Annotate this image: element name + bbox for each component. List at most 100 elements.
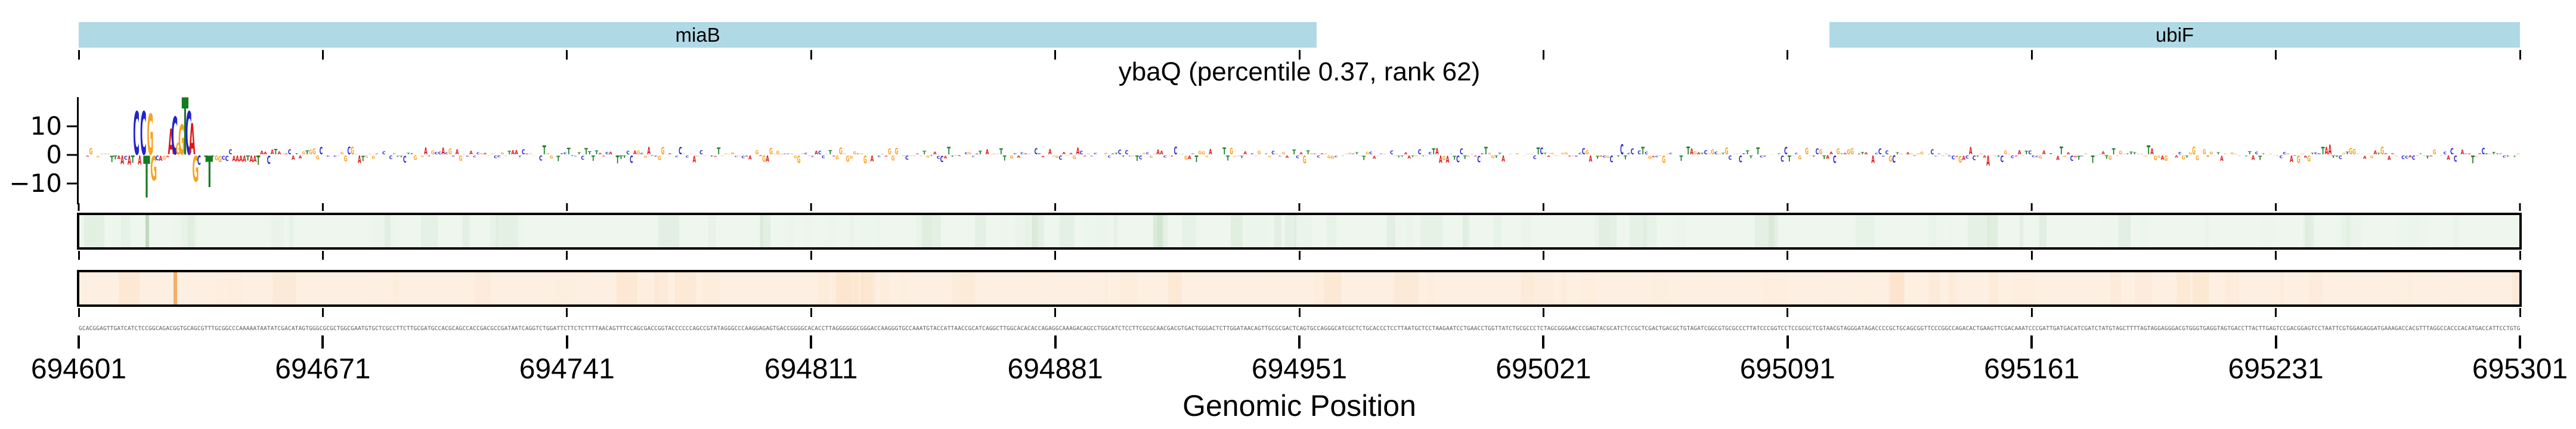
logo-letter: C xyxy=(1655,156,1659,158)
logo-letter: T xyxy=(1749,155,1753,159)
heat-band xyxy=(701,272,720,304)
logo-letter: C xyxy=(438,151,441,156)
strip-track-tick xyxy=(566,251,568,260)
logo-letter: C xyxy=(735,156,738,157)
logo-letter: T xyxy=(1122,156,1126,157)
heat-band xyxy=(1113,215,1118,247)
logo-letter: C xyxy=(741,155,745,159)
logo-letter: G xyxy=(2433,149,2436,157)
logo-letter: C xyxy=(1728,155,1732,161)
logo-letter: C xyxy=(2122,154,2126,155)
logo-letter: A xyxy=(232,154,236,163)
logo-letter: G xyxy=(1662,154,1665,166)
heat-band xyxy=(187,215,194,247)
logo-letter: G xyxy=(162,154,166,161)
logo-letter: A xyxy=(456,149,459,157)
logo-letter: C xyxy=(689,154,693,155)
logo-letter: C xyxy=(476,152,480,156)
logo-letter: C xyxy=(2255,151,2259,156)
heat-band xyxy=(1246,215,1269,247)
logo-letter: T xyxy=(182,87,188,173)
logo-letter: A xyxy=(1017,156,1020,158)
heat-band xyxy=(1153,215,1164,247)
logo-letter: C xyxy=(2405,155,2408,160)
heat-band xyxy=(1323,272,1342,304)
heat-band xyxy=(2019,215,2024,247)
y-axis-tick xyxy=(67,182,77,185)
logo-letter: C xyxy=(2070,154,2074,163)
heat-band xyxy=(853,272,865,304)
logo-letter: C xyxy=(1380,154,1383,155)
x-axis-title: Genomic Position xyxy=(1182,389,1416,422)
logo-letter: C xyxy=(1781,154,1784,164)
logo-letter: T xyxy=(410,153,414,155)
logo-letter: A xyxy=(1188,155,1191,161)
logo-letter: T xyxy=(2471,154,2475,166)
logo-letter: C xyxy=(1035,147,1038,157)
logo-letter: C xyxy=(1603,155,1606,158)
logo-letter: G xyxy=(1606,156,1610,159)
logo-letter: A xyxy=(1829,151,1834,156)
heat-band xyxy=(788,215,794,247)
heat-band xyxy=(804,215,813,247)
logo-letter: C xyxy=(1620,142,1624,158)
logo-letter: A xyxy=(1209,148,1212,157)
logo-letter: C xyxy=(1533,155,1537,160)
logo-letter: A xyxy=(745,156,749,157)
heat-band xyxy=(1928,272,1940,304)
logo-letter: G xyxy=(1732,154,1735,155)
logo-letter: G xyxy=(853,151,856,156)
logo-letter: T xyxy=(1788,154,1791,163)
logo-letter: C xyxy=(435,152,438,156)
heat-band xyxy=(860,272,877,304)
logo-letter: A xyxy=(647,146,651,157)
logo-letter: T xyxy=(1264,154,1268,155)
logo-letter: G xyxy=(1055,155,1059,159)
logo-letter: G xyxy=(1488,153,1491,155)
logo-letter: C xyxy=(1020,153,1024,156)
logo-letter: T xyxy=(2098,154,2102,155)
logo-letter: A xyxy=(120,153,124,167)
heat-band xyxy=(877,215,880,247)
logo-letter: G xyxy=(1310,154,1314,156)
logo-letter: C xyxy=(445,153,448,156)
logo-letter: G xyxy=(1149,156,1153,159)
logo-letter: A xyxy=(525,154,530,155)
logo-letter: G xyxy=(1202,151,1205,156)
gene-track-tick xyxy=(2030,50,2033,60)
heat-band xyxy=(1494,215,1501,247)
logo-letter: T xyxy=(623,155,626,159)
logo-letter: G xyxy=(1564,153,1568,155)
logo-letter: C xyxy=(686,156,689,158)
logo-letter: A xyxy=(1955,156,1959,157)
logo-letter: C xyxy=(605,152,609,156)
x-axis-tick xyxy=(2030,335,2033,349)
logo-letter: C xyxy=(2482,146,2485,157)
logo-letter: A xyxy=(2388,155,2391,161)
logo-letter: T xyxy=(1397,156,1401,158)
logo-letter: A xyxy=(916,154,920,155)
heat-band xyxy=(708,215,716,247)
logo-letter: G xyxy=(1303,154,1306,166)
logo-letter: T xyxy=(1840,154,1844,155)
x-tick-label: 695091 xyxy=(1739,353,1835,385)
logo-letter: T xyxy=(1422,156,1426,157)
logo-letter: T xyxy=(1355,152,1358,155)
logo-letter: T xyxy=(407,153,411,155)
logo-letter: T xyxy=(1596,154,1600,160)
logo-letter: C xyxy=(1013,154,1017,155)
logo-letter: C xyxy=(288,149,292,157)
logo-letter: T xyxy=(1484,145,1488,157)
logo-letter: G xyxy=(2203,149,2206,157)
logo-letter: C xyxy=(1578,153,1582,155)
logo-letter: G xyxy=(218,154,222,164)
heat-band xyxy=(916,215,932,247)
heat-band xyxy=(1060,215,1075,247)
x-axis-tick xyxy=(321,335,324,349)
logo-letter: C xyxy=(679,146,682,157)
heat-band xyxy=(2397,215,2419,247)
logo-letter: G xyxy=(365,156,369,158)
logo-track-tick xyxy=(1054,203,1057,211)
logo-letter: C xyxy=(1428,152,1432,156)
logo-letter: A xyxy=(1962,156,1965,162)
